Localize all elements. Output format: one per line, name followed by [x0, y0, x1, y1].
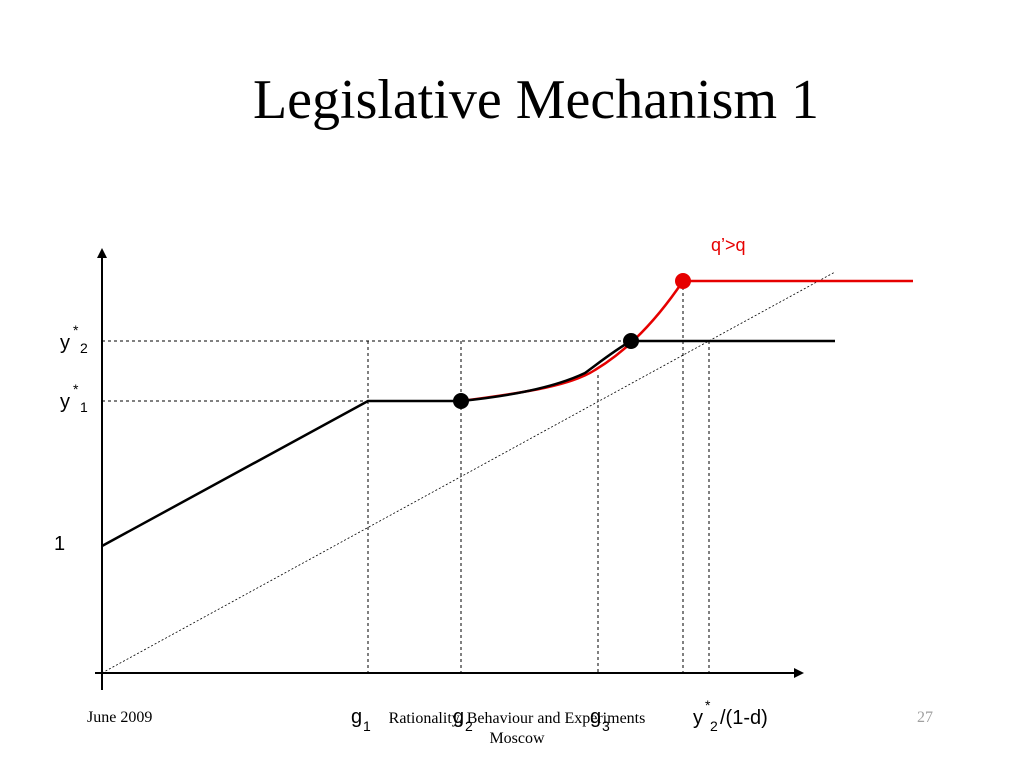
red-curve-label: q’>q [711, 235, 746, 255]
y2-over-1-d-label: y [693, 707, 703, 729]
y2-sub: 2 [80, 340, 88, 356]
point-g3-kink [623, 333, 639, 349]
y1-label: y [60, 391, 70, 413]
diagonal-reference-line [101, 271, 836, 674]
slide-title: Legislative Mechanism 1 [252, 69, 820, 131]
footer-date: June 2009 [87, 709, 153, 726]
y2-sup: * [73, 322, 79, 338]
intercept-one-label: 1 [54, 533, 65, 555]
y2-label: y [60, 332, 70, 354]
footer-center-line2: Moscow [489, 730, 545, 747]
footer-center-line1: Rationality, Behaviour and Experiments [388, 710, 646, 727]
black-curve [101, 339, 835, 548]
point-red-kink [675, 273, 691, 289]
point-g2 [453, 393, 469, 409]
g2-label: g [453, 706, 464, 728]
g3-sub: 3 [602, 718, 610, 734]
y2-over-1-d-sup: * [705, 697, 711, 713]
y1-sub: 1 [80, 399, 88, 415]
g2-sub: 2 [465, 718, 473, 734]
y2-over-1-d-rest: /(1-d) [720, 707, 768, 729]
g1-label: g [351, 706, 362, 728]
footer-page-number: 27 [917, 709, 933, 726]
y1-sup: * [73, 381, 79, 397]
footer-center: Rationality, Behaviour and Experiments M… [310, 709, 724, 749]
y2-over-1-d-sub: 2 [710, 718, 718, 734]
g1-sub: 1 [363, 718, 371, 734]
g3-label: g [590, 706, 601, 728]
